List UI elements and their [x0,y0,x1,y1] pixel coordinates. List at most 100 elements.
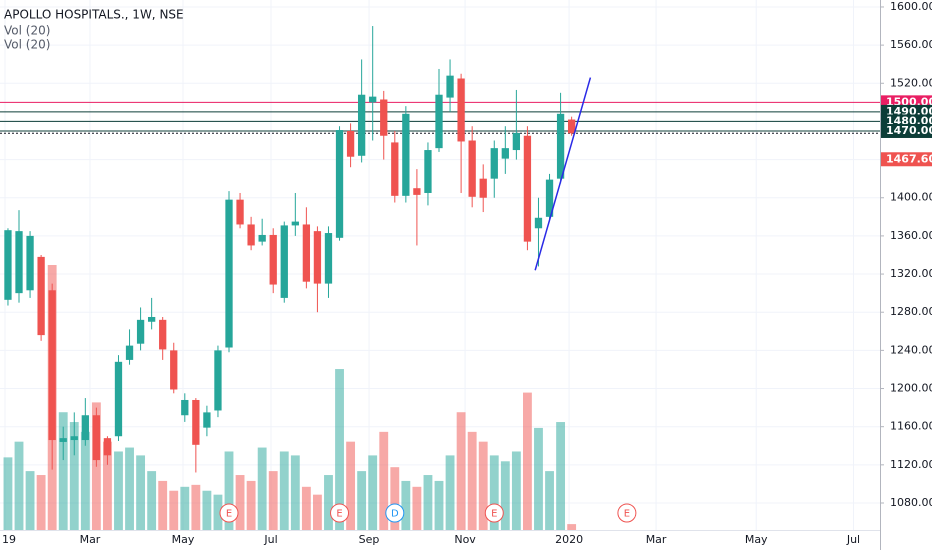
candle-body [324,233,333,284]
candle-body [523,135,532,242]
candle-body [159,319,167,350]
candle-body [457,78,465,142]
volume-bar [423,475,433,530]
indicator-label: Vol (20) [4,24,50,38]
candle-body [236,199,244,225]
volume-bar [434,480,444,530]
volume-bar [3,457,13,530]
volume-bar [379,431,389,530]
volume-bar [136,455,146,530]
volume-bar [257,447,267,530]
y-tick-label: 1240.00 [890,343,932,356]
volume-bar [390,467,400,530]
y-tick-label: 1080.00 [890,496,932,509]
x-tick-label: 2020 [555,533,583,546]
volume-bar [456,412,466,530]
level-label-bg [881,152,932,167]
x-tick-label: May [172,533,195,546]
volume-bar [346,441,356,530]
volume-bar [500,461,510,530]
candle-body [225,199,233,348]
candle-body [567,119,576,134]
y-tick-label: 1600.00 [890,0,932,13]
event-marker [385,503,405,523]
trendline [534,77,592,271]
volume-bar [191,484,201,530]
volume-bar [368,455,378,530]
volume-bar [401,480,411,530]
volume-bar [202,490,212,530]
y-tick-label: 1200.00 [890,382,932,395]
candle-body [302,224,311,282]
volume-bar [14,441,24,530]
event-label: E [336,509,342,520]
candle-body [369,96,377,103]
event-label: D [391,509,399,520]
volume-bar [313,494,322,530]
candle-body [92,415,101,461]
volume-bar [290,455,300,530]
volume-bar [213,494,223,530]
event-marker [617,503,637,523]
event-label: E [624,509,630,520]
candle-body [192,399,200,445]
volume-bar [467,431,477,530]
candle-body [357,94,366,156]
x-tick-label: Sep [359,533,380,546]
y-tick-label: 1560.00 [890,38,932,51]
candle-body [4,230,12,300]
event-marker [219,503,239,523]
volume-bar [445,455,455,530]
candle-body [280,225,288,298]
candle-body [147,316,156,322]
volume-bar [511,451,521,530]
y-tick-label: 1160.00 [890,420,932,433]
volume-bar [158,480,168,530]
volume-bar [169,490,179,530]
volume-bar [412,486,422,530]
candle-body [37,256,45,336]
volume-bar [147,471,157,530]
x-tick-label: Jul [263,533,277,546]
x-tick-label: 19 [2,533,16,546]
y-tick-label: 1360.00 [890,229,932,242]
volume-bar [279,451,289,530]
candle-body [545,179,554,217]
volume-bar [324,475,333,530]
volume-bar [567,524,577,530]
volume-bar [224,451,234,530]
volume-bar [556,422,566,530]
x-tick-label: Jul [846,533,860,546]
candle-body [181,399,189,416]
candle-body [15,231,23,294]
y-tick-label: 1400.00 [890,191,932,204]
volume-bar [58,412,68,530]
candle-body [556,113,565,179]
level-label: 1467.60 [886,152,932,165]
candle-body [103,438,112,456]
event-marker [330,503,350,523]
candle-body [291,221,299,226]
volume-bar [545,471,554,530]
volume-bar [235,475,245,530]
volume-bar [180,486,190,530]
x-tick-label: Nov [454,533,476,546]
volume-bar [489,455,499,530]
x-tick-label: May [745,533,768,546]
event-marker [484,503,504,523]
volume-bars [3,265,577,530]
volume-bar [523,392,532,530]
indicator-label: Vol (20) [4,38,50,52]
y-tick-label: 1120.00 [890,458,932,471]
candle-body [391,142,399,196]
candles [4,26,576,473]
volume-bar [268,471,278,530]
volume-bar [335,369,344,530]
candle-body [26,235,34,291]
candle-body [435,94,443,149]
volume-bar [69,422,79,530]
candle-body [468,140,476,197]
